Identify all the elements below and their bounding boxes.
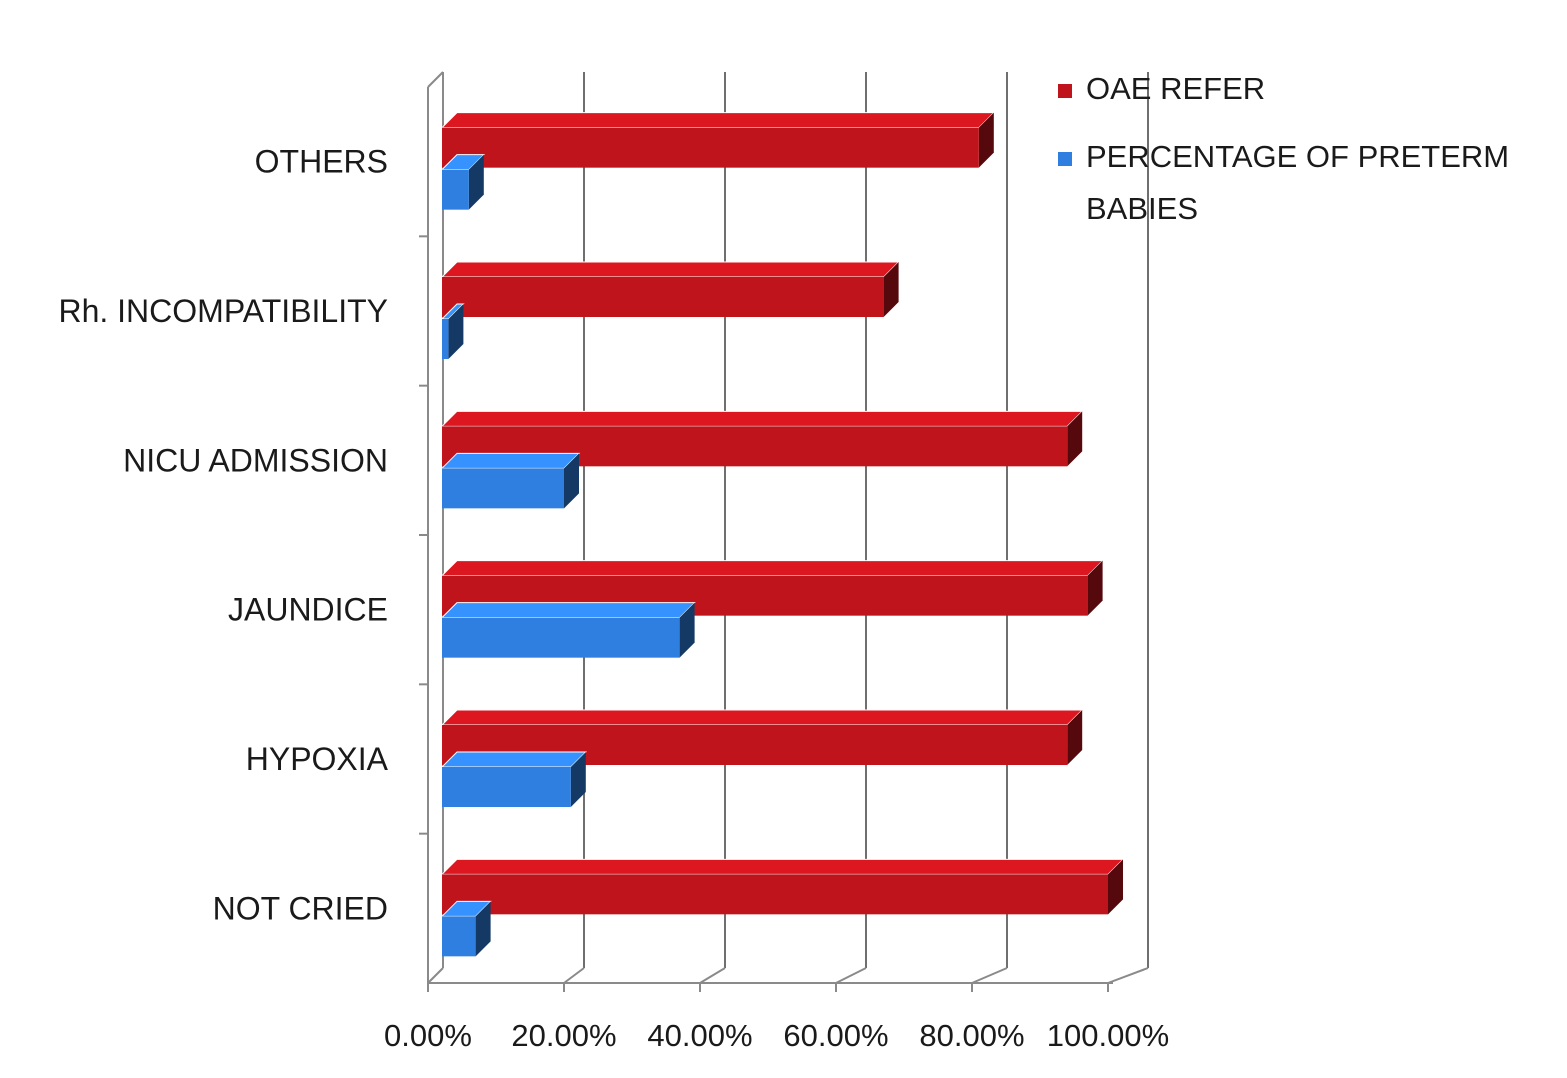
category-label: NOT CRIED bbox=[213, 890, 388, 926]
bar-side-face bbox=[570, 752, 586, 807]
bar-side-face bbox=[679, 602, 695, 658]
bar-side-face bbox=[564, 453, 579, 509]
x-tick-label: 60.00% bbox=[783, 1018, 888, 1053]
bar-side-face bbox=[448, 304, 464, 359]
category-label: HYPOXIA bbox=[246, 741, 389, 777]
bar bbox=[442, 277, 884, 317]
legend-label: OAE REFER bbox=[1086, 71, 1265, 106]
bar-top-face bbox=[440, 261, 900, 278]
bar bbox=[442, 874, 1108, 915]
bar-side-face bbox=[1087, 560, 1103, 616]
x-tick-label: 40.00% bbox=[647, 1018, 752, 1053]
bar-top-face bbox=[440, 560, 1104, 577]
bar-top-face bbox=[440, 452, 581, 469]
bar-top-face bbox=[440, 112, 996, 129]
bar bbox=[442, 319, 449, 359]
bar bbox=[442, 767, 571, 807]
legend-swatch bbox=[1058, 84, 1072, 98]
x-tick-labels: 0.00% 20.00% 40.00% 60.00% 80.00% 100.00% bbox=[384, 1018, 1169, 1053]
legend-label: BABIES bbox=[1086, 191, 1198, 226]
bar-side-face bbox=[468, 154, 484, 210]
bar-side-face bbox=[883, 262, 899, 317]
axes bbox=[419, 71, 1113, 992]
floor-line bbox=[563, 967, 585, 984]
floor-line bbox=[1107, 967, 1149, 984]
bar bbox=[442, 916, 476, 957]
bar-top-face bbox=[440, 602, 696, 619]
x-tick-label: 0.00% bbox=[384, 1018, 472, 1053]
bar-side-face bbox=[1067, 710, 1083, 765]
category-label: OTHERS bbox=[255, 144, 388, 180]
wall-top-edge bbox=[427, 71, 444, 88]
bar-top-face bbox=[440, 858, 1125, 875]
bar bbox=[442, 169, 469, 210]
x-tick-label: 100.00% bbox=[1047, 1018, 1169, 1053]
bar-top-face bbox=[440, 410, 1084, 427]
bar-side-face bbox=[475, 901, 491, 957]
bar-side-face bbox=[978, 112, 994, 168]
legend-swatch bbox=[1058, 152, 1072, 166]
floor-line bbox=[699, 967, 726, 984]
floor-line bbox=[427, 967, 444, 984]
bar-side-face bbox=[1067, 411, 1083, 467]
x-tick-label: 80.00% bbox=[919, 1018, 1024, 1053]
bar bbox=[442, 617, 680, 658]
floor-line bbox=[971, 967, 1008, 984]
floor-line bbox=[835, 967, 867, 984]
bars bbox=[440, 112, 1125, 957]
category-labels: NOT CRIED HYPOXIA JAUNDICE NICU ADMISSION Rh… bbox=[58, 144, 388, 927]
category-label: NICU ADMISSION bbox=[123, 442, 388, 478]
legend: OAE REFER PERCENTAGE OF PRETERM BABIES bbox=[1058, 71, 1509, 226]
category-label: Rh. INCOMPATIBILITY bbox=[58, 293, 388, 329]
x-tick-label: 20.00% bbox=[511, 1018, 616, 1053]
bar-top-face bbox=[440, 751, 588, 768]
grid-lines bbox=[427, 72, 1149, 984]
bar-top-face bbox=[440, 709, 1084, 726]
category-label: JAUNDICE bbox=[228, 592, 388, 628]
legend-label: PERCENTAGE OF PRETERM bbox=[1086, 139, 1509, 174]
bar bbox=[442, 127, 979, 168]
bar bbox=[442, 468, 564, 509]
bar-side-face bbox=[1108, 859, 1123, 915]
